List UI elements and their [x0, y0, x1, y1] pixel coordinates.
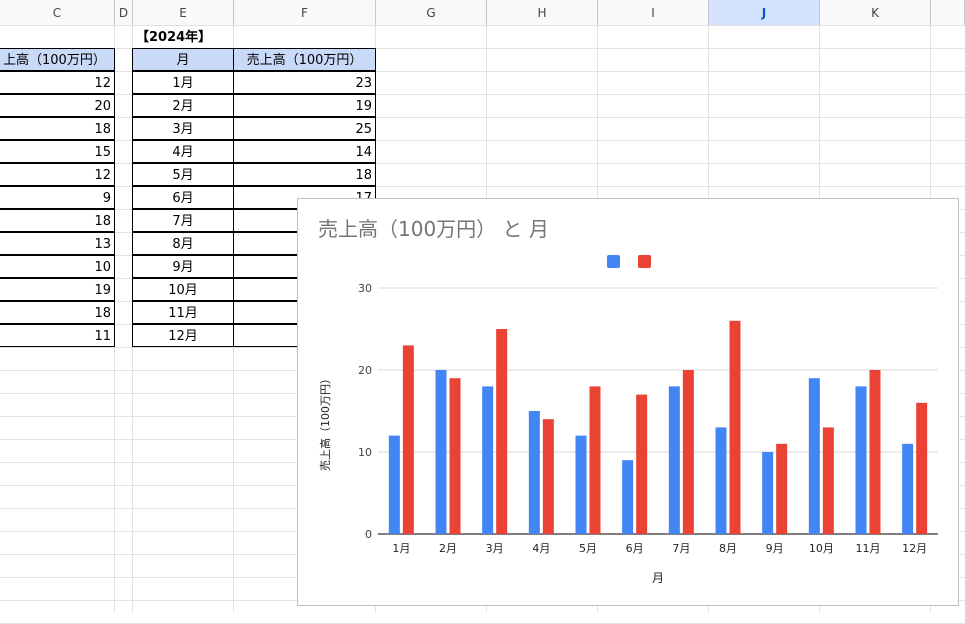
x-tick-label: 4月 — [532, 542, 550, 555]
bar-series-1-4[interactable] — [575, 435, 587, 534]
prev-sales-cell[interactable]: 18 — [0, 117, 115, 140]
row-gridline — [0, 71, 965, 72]
bar-series-2-3[interactable] — [542, 419, 554, 534]
row-gridline — [0, 163, 965, 164]
prev-sales-cell[interactable]: 15 — [0, 140, 115, 163]
bar-series-2-2[interactable] — [496, 329, 508, 534]
month-cell[interactable]: 11月 — [132, 301, 234, 324]
x-tick-label: 8月 — [719, 542, 737, 555]
bar-series-1-2[interactable] — [482, 386, 494, 534]
chart-canvas: 売上高（100万円） と 月 0 10 20 30 1月 2月 3月 4月 5月 6月 7月 8月 9月 1… — [318, 217, 938, 585]
prev-sales-cell[interactable]: 18 — [0, 301, 115, 324]
chart-title: 売上高（100万円） と 月 — [318, 217, 549, 241]
bar-series-2-1[interactable] — [449, 378, 461, 534]
month-header-cell[interactable]: 月 — [132, 48, 234, 71]
bar-series-2-6[interactable] — [682, 370, 694, 534]
column-header-g[interactable]: G — [376, 0, 487, 26]
bar-series-1-6[interactable] — [668, 386, 680, 534]
month-cell[interactable]: 5月 — [132, 163, 234, 186]
bar-series-1-0[interactable] — [388, 435, 400, 534]
month-cell[interactable]: 7月 — [132, 209, 234, 232]
legend-swatch-series-1 — [607, 255, 620, 268]
prev-sales-cell[interactable]: 13 — [0, 232, 115, 255]
sales-cell[interactable]: 18 — [233, 163, 376, 186]
prev-sales-header-cell[interactable]: 上高（100万円） — [0, 48, 115, 71]
bar-series-1-5[interactable] — [622, 460, 634, 534]
month-cell[interactable]: 3月 — [132, 117, 234, 140]
bar-series-2-11[interactable] — [916, 402, 928, 534]
sales-cell[interactable]: 23 — [233, 71, 376, 94]
column-header-e[interactable]: E — [133, 0, 234, 26]
prev-sales-cell[interactable]: 19 — [0, 278, 115, 301]
bar-series-1-9[interactable] — [808, 378, 820, 534]
month-cell[interactable]: 6月 — [132, 186, 234, 209]
x-tick-label: 7月 — [672, 542, 690, 555]
sales-bar-chart[interactable]: 売上高（100万円） と 月 0 10 20 30 1月 2月 3月 4月 5月 6月 7月 8月 9月 1… — [297, 198, 959, 606]
table-title-2024[interactable]: 【2024年】 — [136, 30, 212, 45]
y-tick-label: 30 — [358, 282, 372, 295]
x-tick-label: 10月 — [809, 542, 834, 555]
x-tick-label: 2月 — [439, 542, 457, 555]
column-header-d[interactable]: D — [115, 0, 133, 26]
x-tick-label: 11月 — [856, 542, 881, 555]
month-cell[interactable]: 10月 — [132, 278, 234, 301]
x-tick-label: 6月 — [626, 542, 644, 555]
x-tick-label: 3月 — [486, 542, 504, 555]
bar-series-2-5[interactable] — [636, 394, 648, 534]
prev-sales-cell[interactable]: 10 — [0, 255, 115, 278]
x-tick-label: 5月 — [579, 542, 597, 555]
bar-series-2-7[interactable] — [729, 320, 741, 534]
bar-series-2-9[interactable] — [822, 427, 834, 534]
month-cell[interactable]: 12月 — [132, 324, 234, 347]
column-header-f[interactable]: F — [234, 0, 376, 26]
row-gridline — [0, 48, 965, 49]
prev-sales-cell[interactable]: 20 — [0, 94, 115, 117]
y-tick-label: 20 — [358, 364, 372, 377]
x-axis-title: 月 — [652, 571, 664, 585]
bar-series-1-11[interactable] — [902, 443, 914, 534]
bar-series-2-8[interactable] — [776, 443, 788, 534]
month-cell[interactable]: 9月 — [132, 255, 234, 278]
row-gridline — [0, 25, 965, 26]
column-header-h[interactable]: H — [487, 0, 598, 26]
sales-cell[interactable]: 25 — [233, 117, 376, 140]
bar-series-2-4[interactable] — [589, 386, 601, 534]
month-cell[interactable]: 2月 — [132, 94, 234, 117]
y-tick-label: 10 — [358, 446, 372, 459]
x-tick-label: 12月 — [902, 542, 927, 555]
month-cell[interactable]: 8月 — [132, 232, 234, 255]
y-axis-title: 売上高（100万円） — [318, 373, 332, 471]
bar-series-1-10[interactable] — [855, 386, 867, 534]
bar-series-1-7[interactable] — [715, 427, 727, 534]
column-header-k[interactable]: K — [820, 0, 931, 26]
row-gridline — [0, 186, 965, 187]
prev-sales-cell[interactable]: 11 — [0, 324, 115, 347]
month-cell[interactable]: 1月 — [132, 71, 234, 94]
column-header-j[interactable]: J — [709, 0, 820, 26]
prev-sales-cell[interactable]: 18 — [0, 209, 115, 232]
sales-cell[interactable]: 14 — [233, 140, 376, 163]
sales-header-cell[interactable]: 売上高（100万円） — [233, 48, 376, 71]
bar-series-2-0[interactable] — [402, 345, 414, 534]
column-header-i[interactable]: I — [598, 0, 709, 26]
row-gridline — [0, 140, 965, 141]
bar-series-1-3[interactable] — [528, 411, 540, 534]
column-header-partial[interactable] — [931, 0, 965, 26]
row-gridline — [0, 94, 965, 95]
sales-cell[interactable]: 19 — [233, 94, 376, 117]
legend-swatch-series-2 — [638, 255, 651, 268]
row-gridline — [0, 117, 965, 118]
column-header-c[interactable]: C — [0, 0, 115, 26]
prev-sales-cell[interactable]: 9 — [0, 186, 115, 209]
y-tick-label: 0 — [365, 528, 372, 541]
prev-sales-cell[interactable]: 12 — [0, 71, 115, 94]
x-tick-label: 1月 — [392, 542, 410, 555]
bar-series-1-8[interactable] — [762, 452, 774, 534]
bar-series-2-10[interactable] — [869, 370, 881, 534]
bar-series-1-1[interactable] — [435, 370, 447, 534]
x-tick-label: 9月 — [766, 542, 784, 555]
month-cell[interactable]: 4月 — [132, 140, 234, 163]
prev-sales-cell[interactable]: 12 — [0, 163, 115, 186]
